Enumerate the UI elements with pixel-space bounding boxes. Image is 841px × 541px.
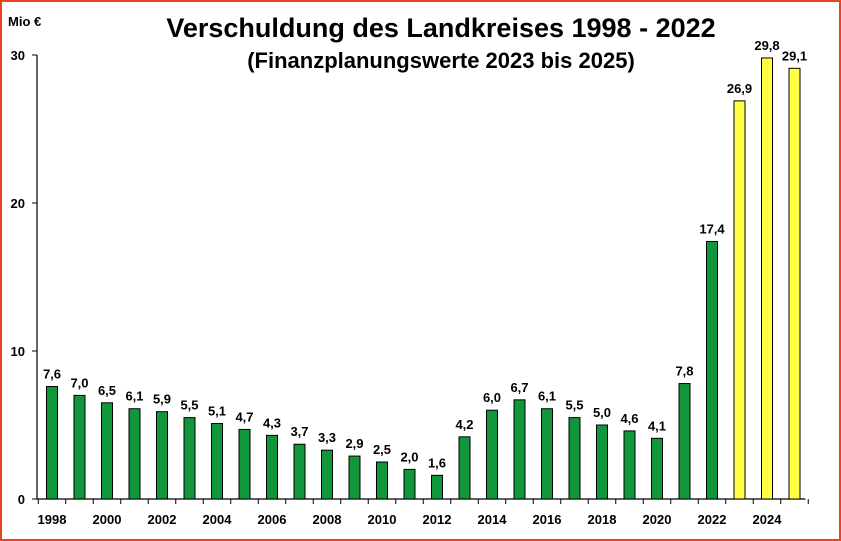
data-label-2002: 5,9 [153, 392, 171, 407]
bar-2001 [128, 408, 141, 500]
bar-2008 [321, 449, 333, 500]
data-label-1999: 7,0 [70, 375, 88, 390]
bar-2011 [403, 468, 416, 500]
bar-2020 [651, 437, 663, 500]
bar-2025 [788, 67, 801, 500]
x-tick-label: 2022 [698, 512, 727, 527]
x-tick-label: 1998 [38, 512, 67, 527]
x-tick-label: 2010 [368, 512, 397, 527]
data-label-2010: 2,5 [373, 442, 391, 457]
data-label-2011: 2,0 [400, 449, 418, 464]
data-label-2016: 6,1 [538, 389, 556, 404]
bar-2015 [513, 399, 526, 500]
bar-2009 [348, 455, 361, 500]
bar-2005 [238, 428, 251, 500]
data-label-2003: 5,5 [180, 398, 198, 413]
data-label-2014: 6,0 [483, 390, 501, 405]
bar-2018 [596, 424, 608, 500]
bar-2021 [678, 383, 691, 500]
data-label-1998: 7,6 [43, 367, 61, 382]
data-label-2020: 4,1 [648, 418, 666, 433]
x-tick-label: 2020 [643, 512, 672, 527]
y-tick-label: 0 [18, 492, 25, 507]
x-tick-label: 2012 [423, 512, 452, 527]
x-tick-label: 2000 [93, 512, 122, 527]
x-tick-label: 2024 [753, 512, 783, 527]
bar-2014 [486, 409, 498, 500]
bar-2012 [431, 474, 443, 500]
data-label-2006: 4,3 [263, 415, 281, 430]
x-tick-label: 2016 [533, 512, 562, 527]
data-label-2025: 29,1 [782, 48, 807, 63]
data-label-2024: 29,8 [754, 38, 779, 53]
x-tick-label: 2004 [203, 512, 233, 527]
bar-2000 [101, 402, 113, 500]
data-label-2018: 5,0 [593, 405, 611, 420]
bar-2004 [211, 423, 223, 500]
x-tick-label: 2008 [313, 512, 342, 527]
bar-1998 [46, 386, 58, 500]
data-label-2022: 17,4 [699, 221, 725, 236]
data-label-2009: 2,9 [345, 436, 363, 451]
bar-2017 [568, 417, 581, 500]
data-labels: 7,6 7,0 6,5 6,1 5,9 5,5 5,1 4,7 4,3 3,7 3,3 2,9 2,5 2… [43, 38, 807, 470]
data-label-2004: 5,1 [208, 404, 226, 419]
data-label-2021: 7,8 [675, 364, 693, 379]
chart-subtitle: (Finanzplanungswerte 2023 bis 2025) [247, 48, 635, 73]
bar-2019 [623, 430, 636, 500]
y-tick-label: 30 [11, 48, 25, 63]
data-label-2015: 6,7 [510, 380, 528, 395]
x-tick-label: 2002 [148, 512, 177, 527]
bar-2006 [266, 434, 278, 500]
data-label-2008: 3,3 [318, 430, 336, 445]
y-tick-label: 20 [11, 196, 25, 211]
bar-2022 [706, 240, 718, 500]
data-label-2023: 26,9 [727, 81, 752, 96]
data-label-2019: 4,6 [620, 411, 638, 426]
data-label-2017: 5,5 [565, 398, 583, 413]
bar-2003 [183, 417, 196, 500]
data-label-2005: 4,7 [235, 409, 253, 424]
bar-2010 [376, 461, 388, 500]
bar-2016 [541, 408, 553, 500]
y-axis-label: Mio € [8, 14, 41, 29]
bar-2007 [293, 443, 306, 500]
data-label-2001: 6,1 [125, 389, 143, 404]
data-label-2007: 3,7 [290, 424, 308, 439]
bar-2023 [733, 100, 746, 500]
data-label-2012: 1,6 [428, 455, 446, 470]
y-tick-label: 10 [11, 344, 25, 359]
data-label-2013: 4,2 [455, 417, 473, 432]
bar-2024 [761, 57, 773, 500]
bar-2002 [156, 411, 168, 500]
bar-2013 [458, 436, 471, 500]
data-label-2000: 6,5 [98, 383, 116, 398]
x-tick-label: 2006 [258, 512, 287, 527]
axes [32, 54, 809, 504]
tick-labels: 0 10 20 30 1998 2000 2002 2004 2006 2008 2010 2012 2… [11, 48, 783, 527]
x-tick-label: 2018 [588, 512, 617, 527]
bar-1999 [73, 394, 86, 500]
x-tick-label: 2014 [478, 512, 508, 527]
bars [46, 57, 801, 500]
chart-title: Verschuldung des Landkreises 1998 - 2022 [166, 13, 715, 43]
